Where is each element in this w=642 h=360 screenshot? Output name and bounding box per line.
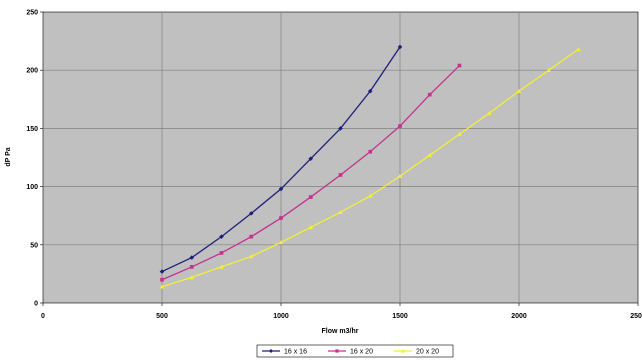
series-point	[278, 186, 284, 192]
series-point	[159, 269, 165, 274]
series-point	[248, 254, 254, 259]
series-point	[367, 88, 373, 94]
y-tick-label: 100	[26, 184, 38, 191]
series-20x20	[159, 46, 581, 289]
series-point	[398, 124, 402, 128]
series-16x16	[159, 44, 403, 274]
y-tick-label: 250	[26, 10, 38, 17]
series-point	[338, 209, 343, 215]
series-point	[335, 349, 339, 353]
series-point	[427, 92, 432, 97]
series-point	[159, 284, 165, 289]
legend-box	[256, 344, 454, 358]
y-tick-label: 200	[26, 68, 38, 75]
y-tick-label: 0	[34, 301, 38, 308]
series-16x20	[160, 63, 462, 282]
series-point	[516, 88, 522, 93]
series-point	[248, 211, 254, 216]
grid-lines	[43, 12, 638, 303]
series-point	[189, 255, 195, 260]
series-point	[219, 234, 224, 239]
x-tick-label: 1500	[392, 313, 408, 320]
series-point	[189, 275, 195, 280]
series-point	[308, 195, 313, 199]
series-point	[401, 349, 405, 353]
series-point	[368, 149, 373, 154]
series-point	[367, 193, 373, 198]
series-point	[308, 156, 314, 161]
x-tick-label: 1000	[273, 313, 289, 320]
x-axis-title: Flow m3/hr	[322, 328, 359, 335]
legend-label: 16 x 16	[284, 349, 307, 356]
plot-area	[42, 11, 639, 304]
y-axis-title: dP Pa	[5, 147, 12, 166]
legend-label: 16 x 20	[350, 349, 373, 356]
legend-label: 20 x 20	[416, 349, 439, 356]
series-point	[427, 152, 433, 158]
series-point	[219, 264, 224, 269]
series-point	[308, 225, 314, 230]
legend: 16 x 16 16 x 20 20 x 20	[256, 344, 454, 358]
series-point	[160, 277, 164, 282]
series-point	[576, 46, 581, 52]
x-tick-label: 500	[156, 313, 168, 320]
series-point	[278, 240, 284, 245]
y-tick-label: 150	[26, 126, 38, 133]
series-point	[189, 265, 194, 269]
series-point	[338, 173, 343, 177]
x-tick-label: 0	[41, 313, 45, 320]
series-point	[397, 44, 403, 50]
x-tick-label: 2000	[511, 313, 527, 320]
series-point	[279, 216, 283, 220]
series-lines	[159, 44, 581, 289]
series-point	[457, 131, 462, 137]
series-point	[546, 67, 552, 73]
series-point	[457, 63, 462, 68]
series-point	[219, 251, 224, 255]
series-point	[397, 173, 403, 178]
series-point	[249, 234, 254, 239]
series-point	[486, 110, 492, 116]
y-tick-label: 50	[30, 242, 38, 249]
series-point	[269, 349, 273, 353]
series-point	[338, 126, 343, 131]
